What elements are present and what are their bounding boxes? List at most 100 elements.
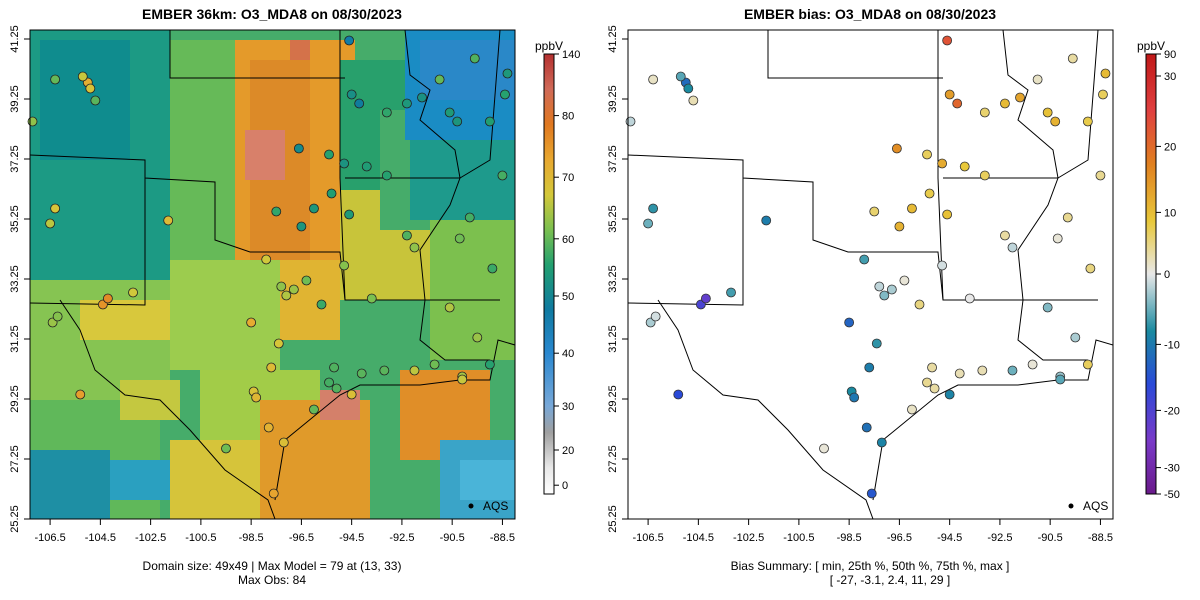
observation-station-marker [402, 230, 412, 241]
x-tick-label: -104.5 [85, 532, 116, 544]
observation-station-marker [379, 365, 390, 376]
x-tick-label: -90.5 [440, 532, 465, 544]
left-colorbar-ramp [543, 53, 555, 495]
bias-station-marker [944, 89, 955, 100]
right-map-frame [627, 29, 1114, 520]
observation-station-marker [273, 338, 284, 349]
observation-station-marker [497, 170, 508, 181]
colorbar-tick-label: 80 [562, 111, 574, 123]
left-map-panel: AQS -106.5 -104.5 -102.5 -100.5 -98.5 -96.5 -9… [9, 25, 516, 587]
bias-station-marker [1007, 365, 1018, 376]
x-tick-label: -106.5 [35, 532, 66, 544]
bias-station-marker [1042, 107, 1053, 118]
observation-station-marker [251, 392, 262, 403]
bias-station-marker [929, 383, 940, 394]
observation-station-marker [454, 233, 465, 244]
right-map-title: EMBER bias: O3_MDA8 on 08/30/2023 [744, 6, 996, 22]
observation-station-marker [296, 221, 307, 232]
colorbar-tick-label: -20 [1164, 405, 1180, 417]
observation-station-marker [487, 263, 498, 274]
x-tick-label: -92.5 [987, 532, 1012, 544]
y-tick-label: 29.25 [9, 385, 21, 413]
x-tick-label: -92.5 [389, 532, 414, 544]
observation-station-marker [444, 107, 455, 118]
bias-station-marker [1070, 332, 1081, 343]
observation-station-marker [444, 302, 455, 313]
bias-station-marker [1098, 89, 1108, 100]
bias-station-marker [625, 116, 636, 127]
bias-station-marker [1050, 116, 1061, 127]
bias-station-marker [648, 74, 659, 85]
bias-station-marker [959, 161, 970, 172]
bias-station-marker [866, 488, 877, 499]
left-colorbar-ticks: 0 20 30 40 50 60 70 80 140 [554, 49, 580, 492]
bias-station-marker [688, 95, 699, 106]
observation-station-marker [429, 359, 440, 370]
observation-station-marker [128, 287, 138, 298]
bias-station-marker [977, 365, 988, 376]
colorbar-tick-label: 60 [562, 234, 574, 246]
y-tick-label: 33.25 [607, 265, 619, 293]
colorbar-tick-label: 140 [562, 49, 580, 61]
observation-station-marker [324, 377, 334, 388]
left-map-frame [29, 29, 516, 520]
bias-station-marker [899, 275, 910, 286]
y-tick-label: 35.25 [607, 205, 619, 233]
bias-station-marker [1082, 116, 1093, 127]
y-tick-label: 29.25 [607, 385, 619, 413]
bias-station-marker [937, 260, 948, 271]
colorbar-tick-label: -10 [1164, 339, 1180, 351]
y-tick-label: 25.25 [607, 505, 619, 533]
left-colorbar-unit: ppbV [535, 39, 563, 53]
observation-station-marker [381, 107, 392, 118]
observation-station-marker [402, 98, 412, 109]
observation-station-marker [27, 116, 38, 127]
bias-station-marker [643, 218, 654, 229]
observation-station-marker [472, 332, 483, 343]
observation-station-marker [484, 359, 495, 370]
bias-station-marker [849, 392, 860, 403]
observation-station-marker [50, 74, 61, 85]
bias-station-marker [922, 377, 932, 388]
y-tick-label: 35.25 [9, 205, 21, 233]
y-tick-label: 41.25 [607, 25, 619, 53]
right-colorbar-ramp [1145, 53, 1157, 495]
bias-station-marker [942, 209, 953, 220]
bias-station-marker [726, 287, 736, 298]
observation-station-marker [90, 95, 101, 106]
x-tick-label: -88.5 [1088, 532, 1113, 544]
right-colorbar: ppbV -50 -30 -20 -10 0 10 20 30 90 [1137, 39, 1180, 501]
bias-station-marker [942, 35, 953, 46]
observation-station-marker [356, 368, 367, 379]
observation-station-marker [457, 374, 468, 385]
colorbar-tick-label: 50 [562, 291, 574, 303]
observation-station-marker [276, 281, 287, 292]
x-tick-label: -88.5 [490, 532, 515, 544]
observation-station-marker [309, 404, 319, 415]
observation-station-marker [288, 284, 299, 295]
y-tick-label: 39.25 [607, 85, 619, 113]
observation-station-marker [246, 317, 257, 328]
x-tick-label: -94.5 [339, 532, 364, 544]
x-tick-label: -102.5 [135, 532, 166, 544]
colorbar-tick-label: 40 [562, 348, 574, 360]
bias-station-marker [861, 422, 872, 433]
bias-station-marker [914, 299, 925, 310]
bias-station-marker [907, 404, 917, 415]
bias-station-marker [1067, 53, 1078, 64]
observation-station-marker [326, 188, 337, 199]
x-tick-label: -96.5 [289, 532, 314, 544]
y-tick-label: 39.25 [9, 85, 21, 113]
bias-station-marker [1032, 74, 1043, 85]
observation-station-marker [103, 293, 113, 304]
right-map-panel: AQS -106.5 -104.5 -102.5 -100.5 -98.5 -96.5 -9… [607, 25, 1114, 587]
y-tick-label: 37.25 [9, 145, 21, 173]
bias-station-marker [1082, 359, 1093, 370]
observation-station-marker [301, 275, 312, 286]
bias-station-marker [891, 143, 902, 154]
right-y-axis: 25.25 27.25 29.25 31.25 33.25 35.25 37.25 39.25… [607, 25, 628, 533]
bias-station-marker [1027, 359, 1038, 370]
colorbar-tick-label: 20 [562, 445, 574, 457]
colorbar-tick-label: -50 [1164, 489, 1180, 501]
